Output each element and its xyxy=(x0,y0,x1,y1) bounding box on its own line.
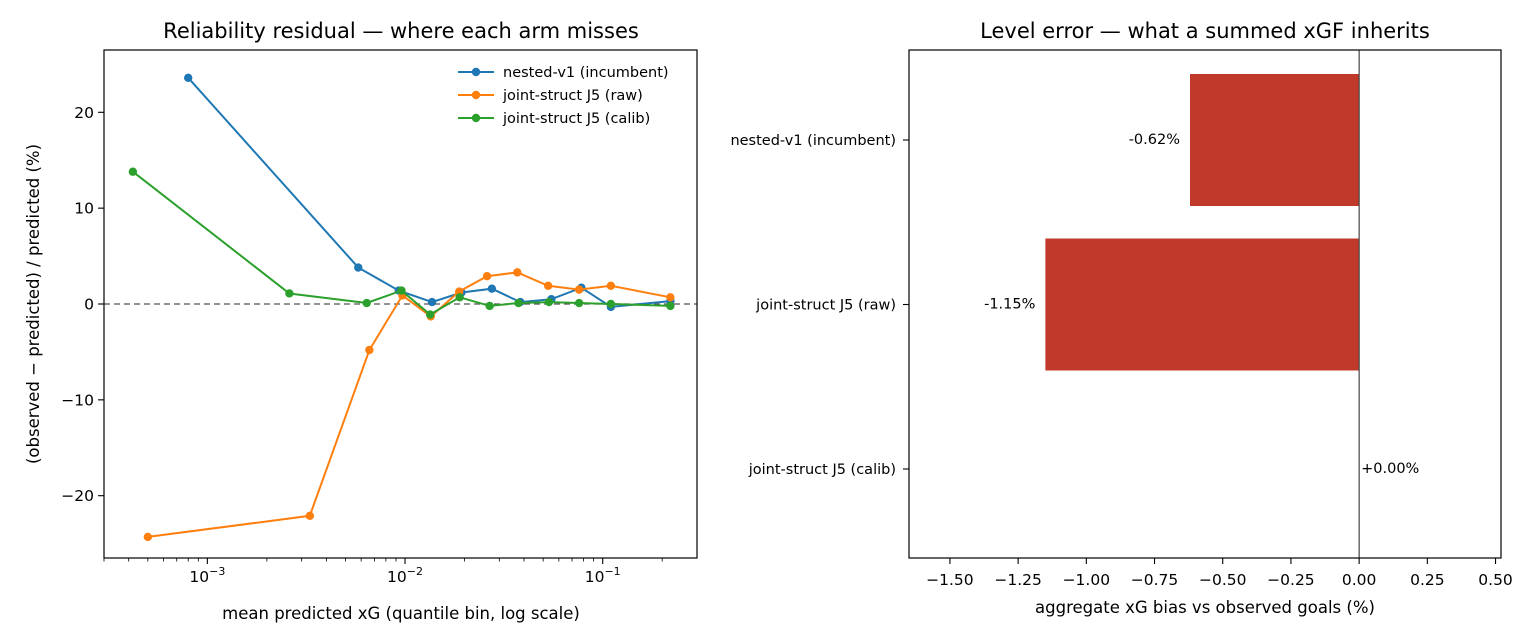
legend-marker-1 xyxy=(471,90,481,100)
y-tick-label-2: 0 xyxy=(84,296,94,314)
left-series-group xyxy=(128,73,675,542)
legend-label-0: nested-v1 (incumbent) xyxy=(503,65,669,81)
left-y-ticks: 20 10 0 −10 −20 xyxy=(61,104,104,505)
series-1-point-6 xyxy=(482,272,492,281)
left-y-axis-label: (observed − predicted) / predicted (%) xyxy=(24,144,43,464)
series-0-point-1 xyxy=(354,263,363,272)
y-category-label-0: nested-v1 (incumbent) xyxy=(730,133,896,149)
left-chart-title: Reliability residual — where each arm mi… xyxy=(163,19,639,43)
bar-value-label-1: -1.15% xyxy=(984,297,1035,313)
y-category-label-1: joint-struct J5 (raw) xyxy=(755,298,896,314)
bar-value-label-2: +0.00% xyxy=(1361,461,1419,477)
series-line-1 xyxy=(147,271,671,538)
right-bar-labels: -0.62% -1.15% +0.00% xyxy=(984,132,1419,477)
series-1-point-10 xyxy=(606,281,616,290)
legend-marker-0 xyxy=(471,67,481,77)
series-2-point-1 xyxy=(285,289,294,298)
series-0-point-0 xyxy=(183,73,193,82)
x-tick-label-2: −1.00 xyxy=(1063,571,1111,589)
x-tick-label-2: 10−1 xyxy=(585,565,621,586)
series-1-point-2 xyxy=(365,345,374,355)
series-2-point-9 xyxy=(574,298,584,308)
right-chart-title: Level error — what a summed xGF inherits xyxy=(980,19,1430,43)
series-line-2 xyxy=(132,170,671,316)
x-tick-label-3: −0.75 xyxy=(1131,571,1179,589)
series-2-point-3 xyxy=(397,286,406,295)
legend-label-2: joint-struct J5 (calib) xyxy=(502,111,650,127)
y-tick-label-1: 10 xyxy=(74,200,94,218)
x-tick-label-1: −1.25 xyxy=(994,571,1042,589)
series-1-point-8 xyxy=(543,281,553,290)
series-2-point-5 xyxy=(455,293,464,302)
y-category-label-2: joint-struct J5 (calib) xyxy=(748,462,896,478)
x-tick-exponent-2: −1 xyxy=(604,565,620,578)
x-tick-label-6: 0.00 xyxy=(1342,571,1377,589)
series-2-point-10 xyxy=(606,299,616,309)
right-y-ticks: nested-v1 (incumbent) joint-struct J5 (ra… xyxy=(730,133,909,478)
level-error-chart: Level error — what a summed xGF inherits… xyxy=(730,19,1512,617)
y-tick-label-4: −20 xyxy=(61,487,94,505)
series-0-point-5 xyxy=(487,284,497,293)
series-1-point-1 xyxy=(305,511,315,521)
series-2-point-7 xyxy=(514,298,523,308)
bar-0 xyxy=(1189,74,1360,206)
right-x-ticks: −1.50 −1.25 −1.00 −0.75 −0.50 −0.25 0.00 0.25 0.… xyxy=(926,558,1513,589)
series-2-point-8 xyxy=(544,297,554,307)
bar-1 xyxy=(1045,238,1360,371)
right-bars-group xyxy=(1045,74,1360,371)
series-1-point-0 xyxy=(143,532,153,542)
x-tick-label-1: 10−2 xyxy=(387,565,423,586)
series-2-point-11 xyxy=(666,301,675,311)
bar-value-label-0: -0.62% xyxy=(1129,132,1180,148)
series-2-point-6 xyxy=(485,301,494,311)
y-tick-label-0: 20 xyxy=(74,104,94,122)
legend-marker-2 xyxy=(471,113,481,123)
x-tick-exponent-0: −3 xyxy=(209,565,225,578)
left-x-axis-label: mean predicted xG (quantile bin, log sca… xyxy=(222,604,580,623)
series-2-point-0 xyxy=(128,167,138,176)
series-0-point-3 xyxy=(427,297,437,307)
left-legend: nested-v1 (incumbent) joint-struct J5 (ra… xyxy=(458,65,669,127)
x-tick-label-8: 0.50 xyxy=(1478,571,1513,589)
left-x-ticks: 10−3 10−2 10−1 xyxy=(103,558,663,586)
series-2-point-2 xyxy=(362,298,371,308)
x-tick-exponent-1: −2 xyxy=(407,565,423,578)
x-tick-label-4: −0.50 xyxy=(1199,571,1247,589)
x-tick-label-7: 0.25 xyxy=(1410,571,1445,589)
series-1-point-11 xyxy=(666,293,675,302)
x-tick-label-5: −0.25 xyxy=(1267,571,1315,589)
series-1-point-9 xyxy=(574,285,584,294)
series-1-point-7 xyxy=(513,268,522,277)
series-2-point-4 xyxy=(425,310,435,319)
x-tick-label-0: −1.50 xyxy=(926,571,974,589)
reliability-residual-chart: Reliability residual — where each arm mi… xyxy=(24,19,698,623)
legend-label-1: joint-struct J5 (raw) xyxy=(502,88,643,104)
right-x-axis-label: aggregate xG bias vs observed goals (%) xyxy=(1035,598,1375,617)
x-tick-label-0: 10−3 xyxy=(189,565,225,586)
y-tick-label-3: −10 xyxy=(61,391,94,409)
